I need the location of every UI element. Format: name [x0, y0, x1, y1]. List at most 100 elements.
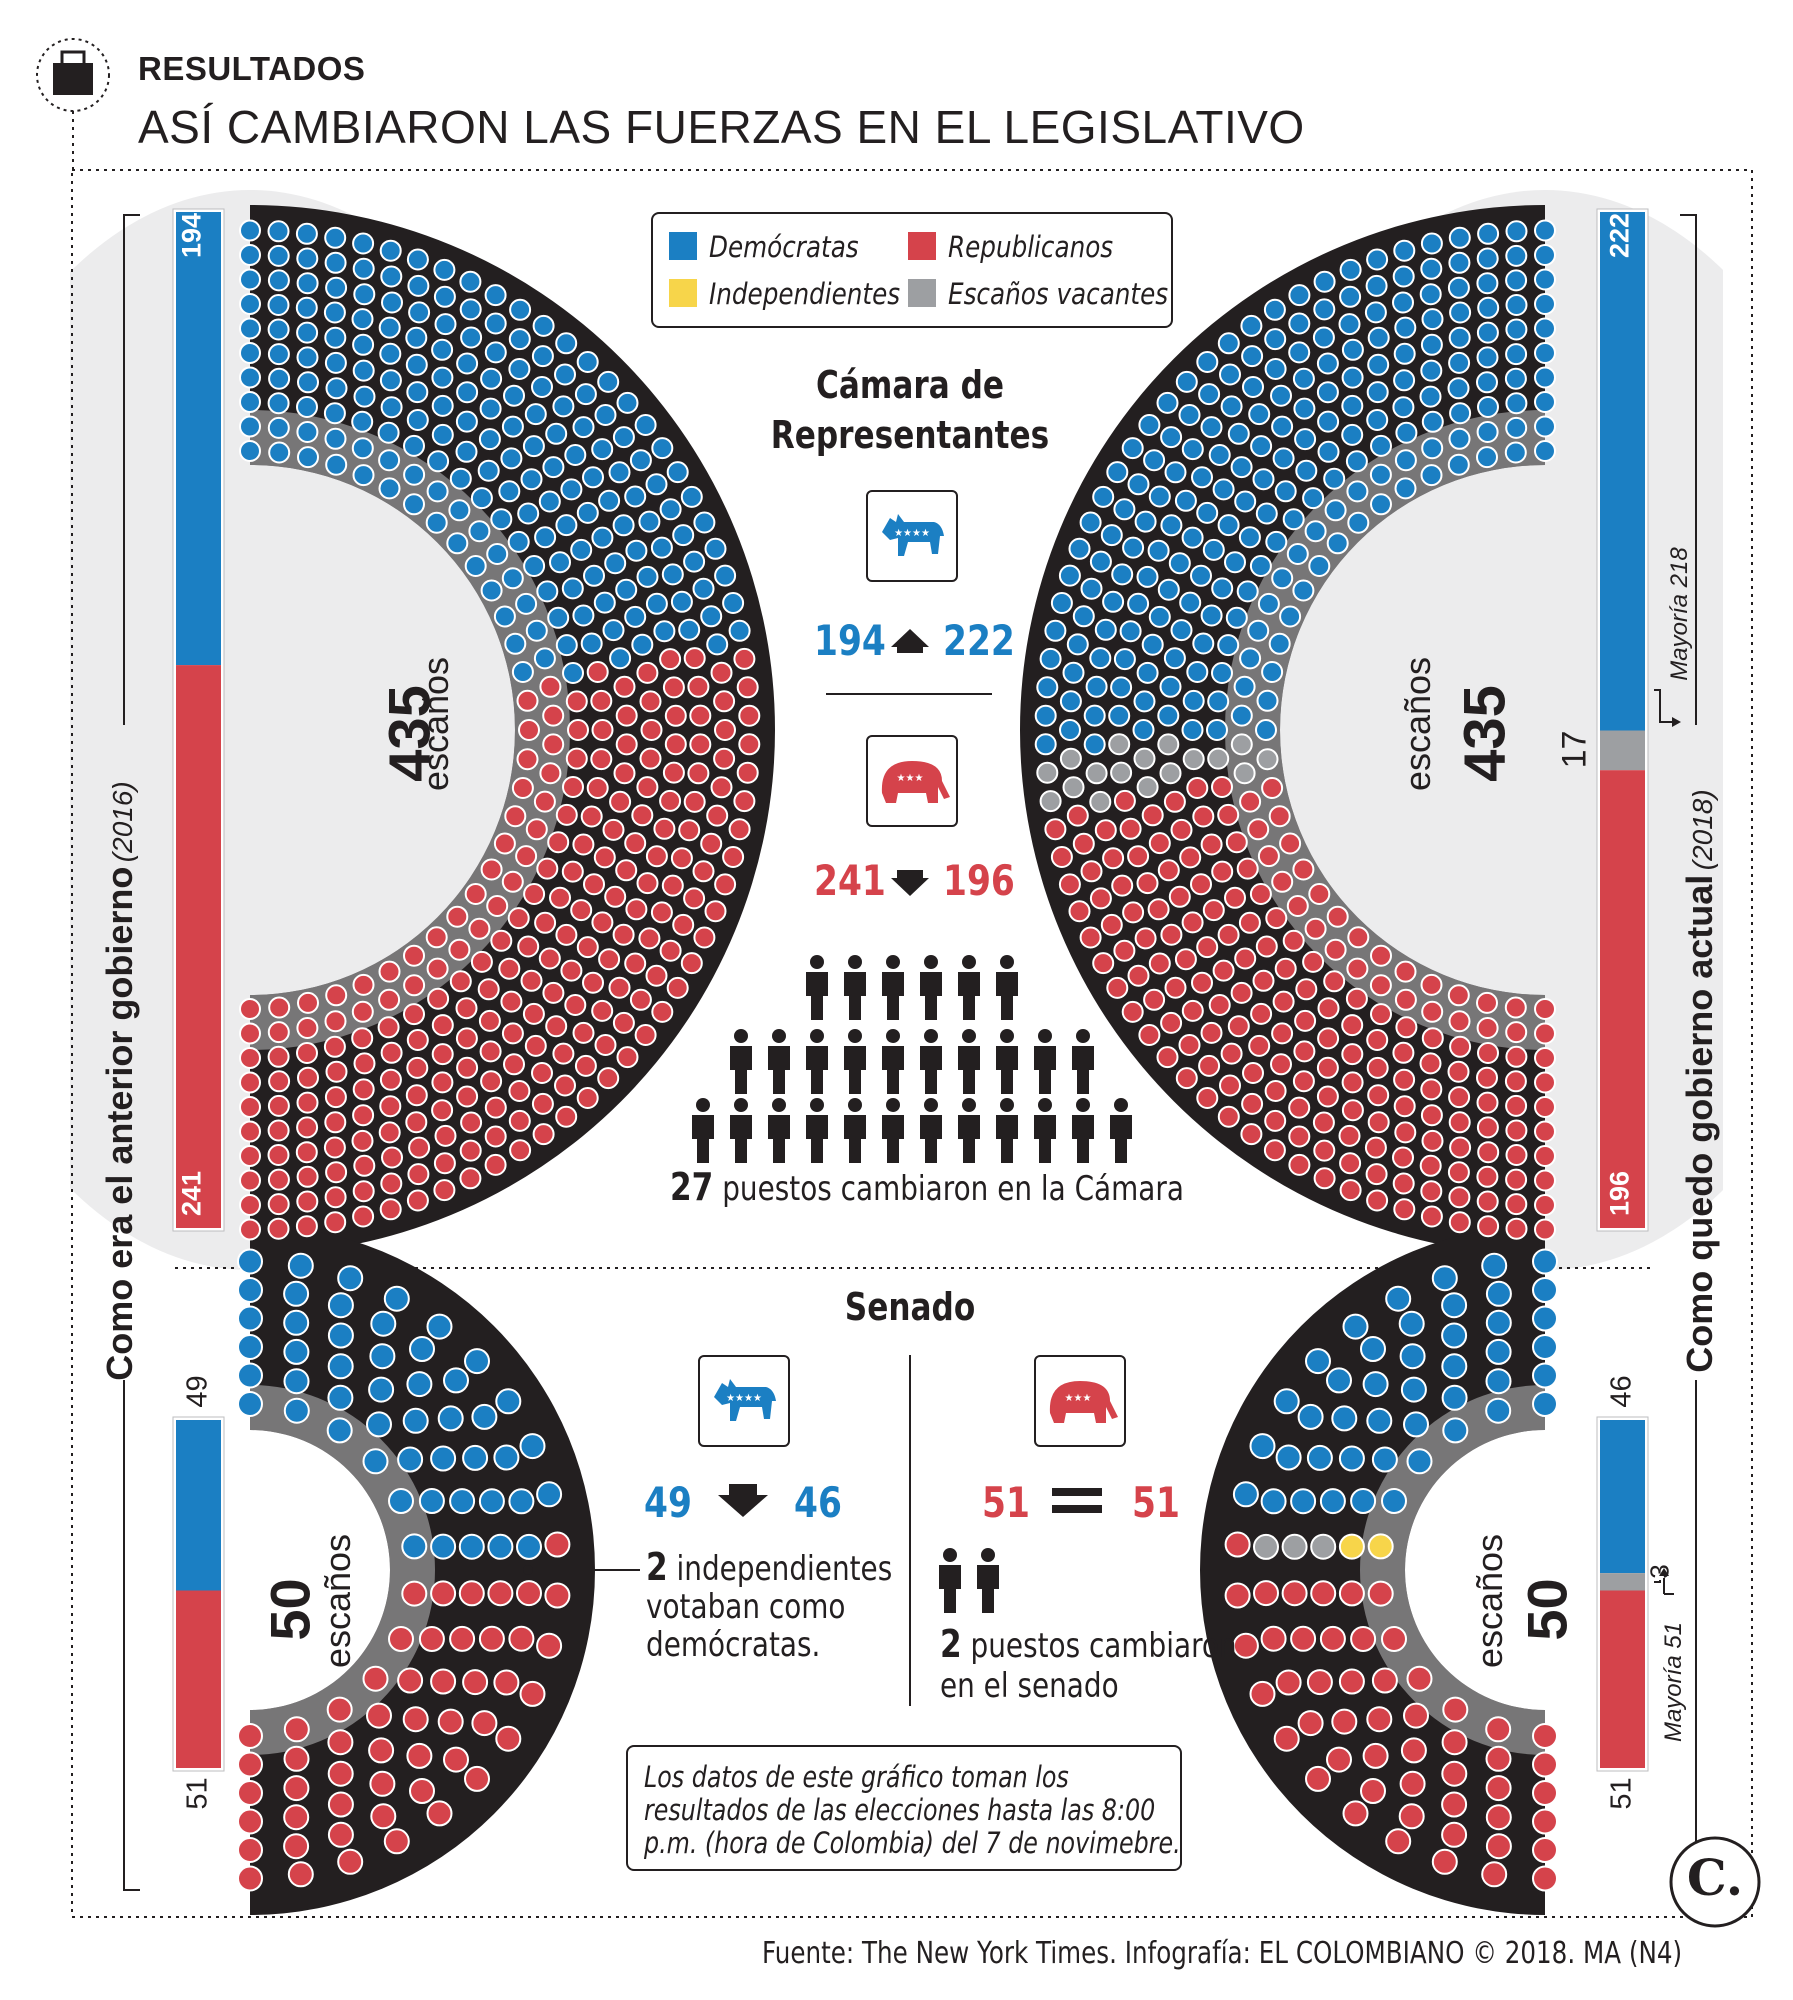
- house-2018-seat: [1326, 532, 1349, 555]
- house-2016-seat: [507, 907, 530, 930]
- house-2018-seat: [1148, 952, 1171, 975]
- house-2016-seat: [591, 911, 614, 934]
- house-2016-seat: [525, 619, 548, 642]
- house-2018-seat: [1505, 343, 1528, 366]
- senate-2016-seat: [283, 1309, 310, 1336]
- house-2016-seat: [693, 511, 716, 534]
- senate-2016-seat: [516, 1533, 542, 1560]
- house-2018-seat: [1279, 832, 1302, 855]
- house-2016-seat: [531, 1062, 553, 1084]
- house-2016-seat: [564, 994, 587, 1016]
- house-2016-seat: [433, 1179, 456, 1202]
- house-2018-seat: [1119, 620, 1142, 643]
- senate-2016-seat: [443, 1746, 469, 1773]
- house-2018-seat: [1190, 873, 1212, 896]
- house-2018-seat: [1127, 592, 1150, 615]
- house-2018-seat: [1239, 647, 1262, 670]
- house-2016-seat: [615, 733, 638, 756]
- house-2016-seat: [296, 1017, 319, 1039]
- house-2016-seat: [455, 440, 478, 463]
- house-2018-seat: [1156, 391, 1179, 414]
- senate-2016-seat: [366, 1702, 392, 1729]
- house-2016-seat: [297, 991, 319, 1014]
- house-2016-seat: [267, 1094, 290, 1117]
- house-2016-seat: [612, 1011, 635, 1034]
- house-2016-seat: [576, 501, 599, 524]
- senate-2016-seat: [536, 1632, 563, 1659]
- house-2016-rep-value: 241: [176, 1170, 207, 1217]
- house-2018-seat: [1066, 633, 1089, 656]
- house-2018-seat: [1192, 632, 1215, 655]
- house-2018-seat: [1242, 1062, 1264, 1084]
- senate-changed-count: 2: [940, 1622, 962, 1666]
- senate-2016-seat: [283, 1368, 310, 1395]
- house-2016-seat: [352, 1180, 375, 1203]
- house-2016-seat: [431, 366, 454, 389]
- house-2018-seat: [1313, 298, 1336, 321]
- house-2016-seat: [406, 1056, 429, 1079]
- house-person-icon: [886, 1098, 900, 1112]
- house-2018-seat: [1160, 923, 1183, 946]
- senate-2018-seat: [1297, 1710, 1324, 1737]
- house-2018-seat: [1476, 1116, 1499, 1139]
- house-2018-seat: [1100, 524, 1123, 547]
- house-2018-seat: [1392, 396, 1415, 419]
- house-2016-seat: [538, 490, 561, 513]
- house-2016-seat: [565, 690, 588, 713]
- house-2018-seat: [1239, 790, 1262, 813]
- house-2018-seat: [1085, 675, 1108, 698]
- house-2016-seat: [493, 605, 516, 628]
- house-2016-seat: [511, 777, 534, 799]
- house-2018-seat: [1182, 748, 1205, 771]
- house-2016-seat: [693, 926, 716, 949]
- house-2018-seat: [1202, 899, 1225, 922]
- senate-2016-seat: [493, 1669, 520, 1696]
- senate-2018-seat: [1281, 1580, 1308, 1607]
- senate-2016-seat: [237, 1837, 263, 1863]
- house-2016-seat: [612, 514, 635, 537]
- house-2018-seat: [1268, 805, 1291, 828]
- senate-2016-seat: [462, 1444, 489, 1471]
- house-2018-seat: [1394, 988, 1417, 1011]
- left-bracket-bottom: [123, 1380, 140, 1891]
- house-2018-seat: [1083, 733, 1106, 756]
- house-2016-seat: [609, 790, 632, 813]
- senate-2018-seat: [1532, 1277, 1558, 1303]
- house-2016-seat: [486, 895, 509, 917]
- house-2018-seat: [1181, 438, 1204, 461]
- house-2018-seat: [1364, 1136, 1387, 1159]
- house-2016-seat: [653, 620, 676, 643]
- senate-2018-dem-value: 46: [1605, 1375, 1638, 1408]
- house-2016-seat: [239, 268, 261, 291]
- house-2016-seat: [456, 1085, 479, 1108]
- house-2016-seat: [503, 1053, 525, 1076]
- senate-2018-seat: [1485, 1716, 1512, 1743]
- house-2018-seat: [1505, 1119, 1528, 1142]
- house-2018-seat: [1534, 1047, 1556, 1069]
- house-2016-seat: [612, 426, 635, 449]
- senate-2018-seat: [1232, 1481, 1259, 1508]
- house-2016-seat: [662, 761, 685, 784]
- house-2018-seat: [1217, 332, 1240, 355]
- senate-2018-seat: [1532, 1865, 1558, 1892]
- house-2018-seat: [1477, 296, 1500, 319]
- senate-2018-seat: [1350, 1626, 1377, 1652]
- senate-2016-rep-value: 51: [181, 1777, 214, 1810]
- house-2018-seat: [1170, 818, 1193, 841]
- house-2016-seat: [625, 898, 648, 921]
- house-2018-seat: [1421, 437, 1444, 460]
- house-2016-seat: [239, 1145, 261, 1167]
- senate-2016-seat: [237, 1362, 263, 1389]
- house-2016-seat: [722, 592, 745, 614]
- house-2016-dem-value: 194: [176, 212, 207, 259]
- house-2016-seat: [459, 298, 482, 321]
- house-2018-seat: [1505, 1168, 1528, 1191]
- house-2016-seat: [407, 274, 430, 297]
- house-2016-seat: [639, 747, 662, 770]
- senate-2018-seat: [1381, 1488, 1407, 1514]
- house-2018-seat: [1447, 984, 1470, 1007]
- senate-2016-seat: [409, 1778, 435, 1804]
- senate-2016-seat: [388, 1626, 414, 1652]
- house-person-icon: [810, 1098, 824, 1112]
- house-2016-seat: [379, 1068, 402, 1091]
